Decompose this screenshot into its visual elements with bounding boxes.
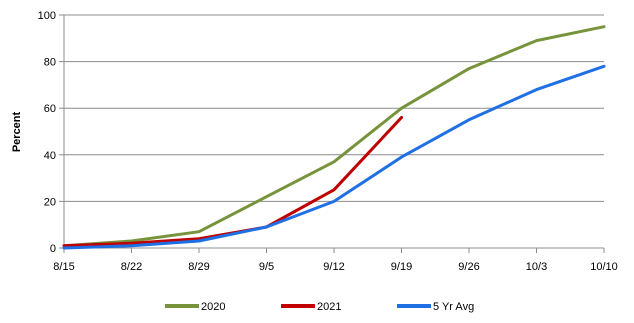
y-tick-label: 80 bbox=[44, 57, 56, 69]
y-axis-title: Percent bbox=[11, 111, 23, 152]
series-line-5-yr-avg bbox=[62, 64, 606, 250]
x-tick-label: 9/26 bbox=[458, 261, 479, 273]
x-tick-label: 9/19 bbox=[391, 261, 412, 273]
x-tick-label: 8/15 bbox=[53, 261, 74, 273]
legend: 2020 2021 5 Yr Avg bbox=[165, 301, 474, 313]
x-tick-label: 10/10 bbox=[590, 261, 618, 273]
legend-label-2020: 2020 bbox=[201, 301, 225, 313]
x-tick-label: 8/22 bbox=[121, 261, 142, 273]
series-line-2021 bbox=[62, 116, 403, 248]
x-tick-label: 9/12 bbox=[323, 261, 344, 273]
y-axis-ticks: 0 20 40 60 80 100 bbox=[38, 10, 64, 255]
series-group bbox=[62, 25, 606, 250]
x-tick-label: 10/3 bbox=[526, 261, 547, 273]
legend-label-2021: 2021 bbox=[317, 301, 341, 313]
x-tick-label: 9/5 bbox=[259, 261, 274, 273]
x-axis-ticks: 8/15 8/22 8/29 9/5 9/12 9/19 9/26 10/3 10/10 bbox=[53, 248, 618, 273]
legend-label-5-yr-avg: 5 Yr Avg bbox=[433, 301, 474, 313]
y-tick-label: 60 bbox=[44, 103, 56, 115]
y-tick-label: 40 bbox=[44, 150, 56, 162]
y-tick-label: 20 bbox=[44, 196, 56, 208]
series-line-2020 bbox=[62, 25, 606, 248]
x-tick-label: 8/29 bbox=[188, 261, 209, 273]
y-tick-label: 0 bbox=[50, 243, 56, 255]
axes bbox=[63, 15, 604, 249]
y-tick-label: 100 bbox=[38, 10, 56, 22]
gridlines bbox=[64, 14, 604, 202]
